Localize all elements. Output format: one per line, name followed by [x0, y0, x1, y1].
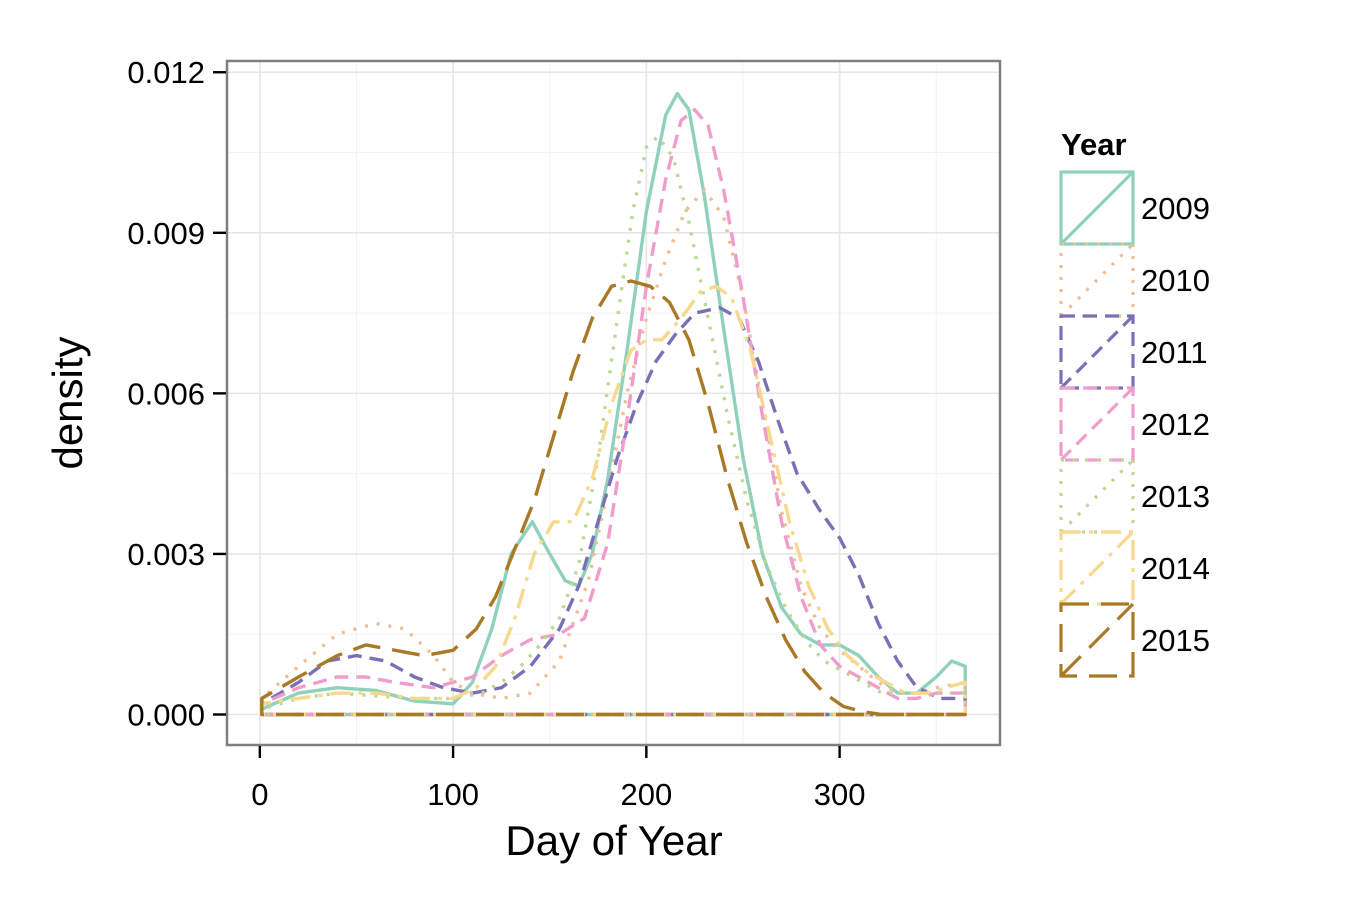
series-2011-line — [260, 306, 967, 717]
legend-label-2010: 2010 — [1141, 263, 1210, 298]
legend-label-2012: 2012 — [1141, 407, 1210, 442]
series-2014-line — [260, 284, 967, 717]
series-2013-line — [260, 134, 967, 717]
legend-label-2014: 2014 — [1141, 551, 1210, 586]
legend-label-2009: 2009 — [1141, 191, 1210, 226]
plot-border — [225, 59, 1002, 747]
x-tick-label: 300 — [814, 777, 866, 812]
series-2012-line — [260, 108, 967, 717]
legend-key-2014 — [1059, 530, 1135, 606]
y-tick-label: 0.009 — [127, 216, 205, 251]
x-tick-label: 0 — [251, 777, 268, 812]
x-axis: 0 100 200 300 — [251, 746, 865, 812]
plot-panel — [227, 61, 1000, 745]
legend-key-2009 — [1059, 170, 1135, 246]
series-2009-line — [260, 91, 967, 717]
series-2015-line — [260, 279, 967, 717]
legend-key-2011 — [1059, 314, 1135, 390]
y-tick-label: 0.003 — [127, 537, 205, 572]
legend-key-2015 — [1059, 602, 1135, 678]
x-tick-label: 200 — [620, 777, 672, 812]
legend: Year 2009 2010 2011 2012 2013 2014 2015 — [1059, 127, 1210, 678]
legend-label-2011: 2011 — [1141, 335, 1208, 370]
y-tick-label: 0.006 — [127, 376, 205, 411]
legend-label-2013: 2013 — [1141, 479, 1210, 514]
x-tick-label: 100 — [427, 777, 479, 812]
legend-key-2010 — [1059, 242, 1135, 318]
x-axis-title: Day of Year — [505, 817, 722, 864]
legend-label-2015: 2015 — [1141, 623, 1210, 658]
density-series — [260, 91, 967, 717]
y-axis-title: density — [44, 336, 91, 469]
legend-key-2012 — [1059, 386, 1135, 462]
y-axis: 0.000 0.003 0.006 0.009 0.012 — [127, 55, 226, 732]
legend-key-2013 — [1059, 458, 1135, 534]
y-tick-label: 0.000 — [127, 697, 205, 732]
y-tick-label: 0.012 — [127, 55, 205, 90]
legend-title: Year — [1061, 127, 1127, 162]
series-2010-line — [260, 188, 967, 717]
